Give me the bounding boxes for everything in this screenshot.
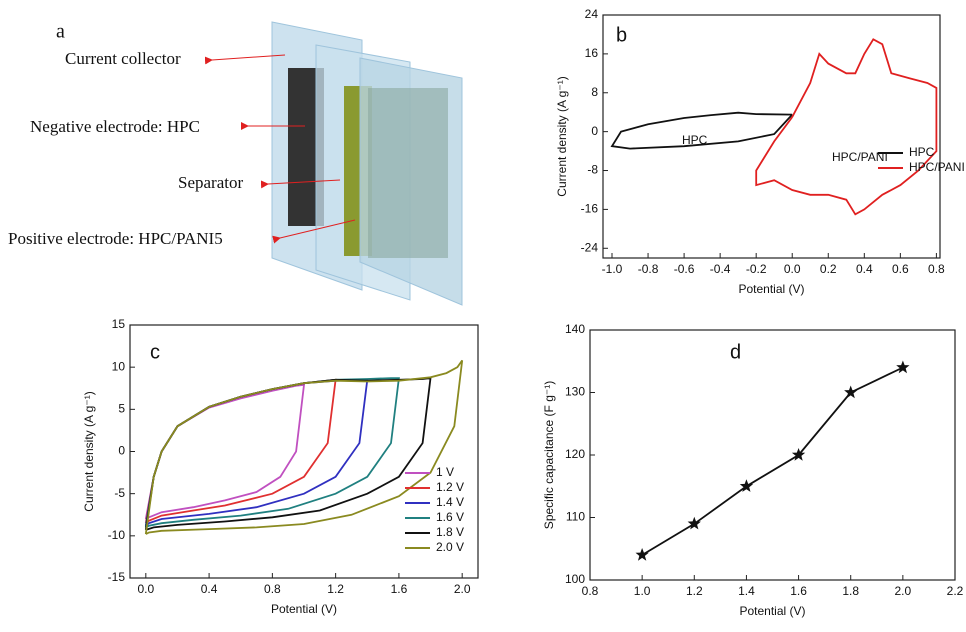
series-line [641, 366, 904, 556]
plot-frame [129, 324, 479, 579]
y-tick-label: -15 [108, 570, 126, 584]
point [896, 360, 910, 374]
y-tick-label: 110 [566, 510, 585, 524]
x-tick-label: -0.6 [674, 262, 695, 276]
series-line [144, 377, 400, 529]
x-axis-label: Potential (V) [738, 282, 804, 296]
legend-label: 1 V [436, 465, 454, 479]
plot-frame [602, 14, 941, 259]
x-tick-label: 1.0 [634, 584, 651, 598]
legend-label: 1.8 V [436, 525, 464, 539]
x-tick-label: 0.0 [137, 582, 154, 596]
y-tick-label: 16 [585, 46, 599, 60]
x-tick-label: 1.2 [327, 582, 344, 596]
annotation: HPC [682, 133, 708, 147]
x-tick-label: 2.2 [947, 584, 964, 598]
label: Negative electrode: HPC [30, 117, 200, 136]
arrow [260, 179, 341, 189]
x-tick-label: 1.8 [842, 584, 859, 598]
x-axis-label: Potential (V) [271, 602, 337, 616]
x-tick-label: 1.2 [686, 584, 703, 598]
y-tick-label: -10 [108, 528, 126, 542]
label: Positive electrode: HPC/PANI5 [8, 229, 223, 248]
y-tick-label: -8 [587, 163, 598, 177]
y-axis-label: Current density (A g⁻¹) [555, 76, 569, 196]
x-tick-label: 1.6 [790, 584, 807, 598]
y-tick-label: 10 [112, 359, 126, 373]
x-tick-label: 0.4 [856, 262, 873, 276]
x-tick-label: 0.4 [201, 582, 218, 596]
label: Current collector [65, 49, 181, 68]
series-line [144, 383, 306, 520]
point [791, 448, 806, 461]
y-tick-label: 8 [591, 85, 598, 99]
point [687, 516, 701, 530]
x-tick-label: -1.0 [602, 262, 623, 276]
x-tick-label: 0.0 [784, 262, 801, 276]
point [844, 385, 858, 399]
legend-label: 1.6 V [436, 510, 464, 524]
separator-film [368, 88, 448, 258]
x-tick-label: 2.0 [895, 584, 912, 598]
y-tick-label: -24 [581, 240, 599, 254]
y-tick-label: -5 [114, 486, 125, 500]
y-tick-label: 24 [585, 7, 599, 21]
x-tick-label: -0.2 [746, 262, 767, 276]
x-tick-label: 0.8 [928, 262, 945, 276]
x-tick-label: 1.4 [738, 584, 755, 598]
y-tick-label: 0 [591, 124, 598, 138]
point [739, 479, 754, 492]
legend-label: HPC/PANI [909, 160, 965, 174]
y-tick-label: 130 [565, 385, 585, 399]
legend-label: HPC [909, 145, 935, 159]
label: Separator [178, 173, 243, 192]
panel-label: c [150, 341, 160, 363]
x-tick-label: 0.8 [582, 584, 599, 598]
y-tick-label: 100 [565, 572, 585, 586]
y-tick-label: 0 [118, 444, 125, 458]
x-tick-label: 0.8 [264, 582, 281, 596]
y-tick-label: 120 [565, 447, 585, 461]
x-axis-label: Potential (V) [739, 604, 805, 618]
point [635, 548, 649, 561]
x-tick-label: 0.2 [820, 262, 837, 276]
series-line [610, 111, 793, 150]
series-line [144, 378, 369, 527]
annotation: HPC/PANI [832, 150, 888, 164]
y-tick-label: -16 [581, 202, 599, 216]
panel-label: d [730, 341, 741, 363]
legend-label: 2.0 V [436, 540, 464, 554]
x-tick-label: -0.4 [710, 262, 731, 276]
x-tick-label: 2.0 [454, 582, 471, 596]
y-tick-label: 140 [565, 322, 585, 336]
panel-label: b [616, 24, 627, 46]
x-tick-label: 0.6 [892, 262, 909, 276]
arrow [204, 54, 286, 65]
series-line [144, 359, 464, 535]
legend-label: 1.4 V [436, 495, 464, 509]
x-tick-label: -0.8 [638, 262, 659, 276]
series-line [755, 38, 938, 216]
y-tick-label: 5 [118, 402, 125, 416]
panel-a: a Current collector Negative electrode: … [8, 21, 463, 306]
arrow [272, 219, 356, 244]
panel-label: a [56, 21, 65, 43]
x-tick-label: 1.6 [391, 582, 408, 596]
legend-label: 1.2 V [436, 480, 464, 494]
y-axis-label: Current density (A g⁻¹) [82, 391, 96, 511]
y-tick-label: 15 [112, 317, 126, 331]
series-line [144, 378, 337, 524]
y-axis-label: Specific capacitance (F g⁻¹) [542, 381, 556, 529]
